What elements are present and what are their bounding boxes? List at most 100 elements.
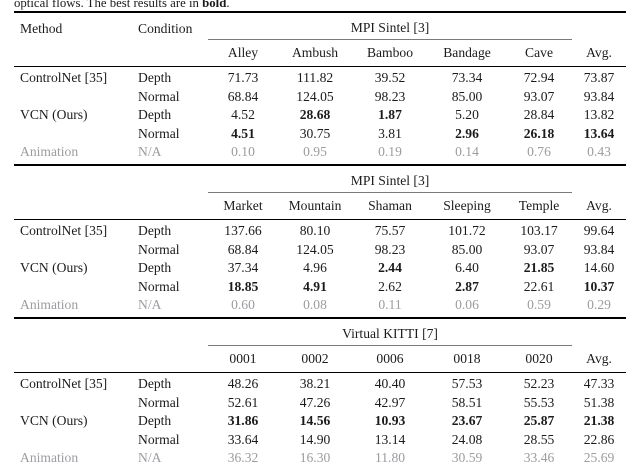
value-cell: 0.19 xyxy=(378,144,402,160)
value-cell: 22.86 xyxy=(583,431,615,447)
value-cell: 68.84 xyxy=(227,88,259,104)
value-cell: 4.51 xyxy=(231,125,255,141)
condition-cell: N/A xyxy=(138,297,162,313)
value-cell: 0.08 xyxy=(303,297,327,313)
method-column-header xyxy=(14,166,132,193)
table-header: Virtual KITTI [7] 0001 0002 0006 0018 0020 Avg… xyxy=(14,318,627,373)
value-cell: 13.64 xyxy=(583,125,615,141)
value-cell: 30.75 xyxy=(299,125,331,141)
value-cell: 80.10 xyxy=(299,222,331,238)
value-cell: 39.52 xyxy=(374,70,406,85)
method-cell xyxy=(14,394,132,413)
method-column-header xyxy=(14,319,132,346)
group-header-row: Method Condition MPI Sintel [3] xyxy=(14,12,626,40)
value-cell: 0.59 xyxy=(527,297,551,313)
value-cell: 98.23 xyxy=(374,241,406,257)
value-cell: 124.05 xyxy=(296,241,334,257)
value-cell: 0.43 xyxy=(587,144,611,160)
table-row: Normal 18.85 4.91 2.62 2.87 22.61 10.37 xyxy=(14,278,626,297)
column-header: Shaman xyxy=(368,197,412,213)
condition-cell: N/A xyxy=(138,450,162,463)
table-body: ControlNet [35] Depth 71.73 111.82 39.52 73.3… xyxy=(14,67,626,165)
method-cell: ControlNet [35] xyxy=(20,222,108,238)
dataset-group-header: MPI Sintel [3] xyxy=(208,12,573,40)
value-cell: 93.07 xyxy=(523,88,555,104)
value-cell: 25.87 xyxy=(523,413,555,429)
value-cell: 2.62 xyxy=(378,278,402,294)
value-cell: 0.95 xyxy=(303,144,327,160)
column-header: Avg. xyxy=(586,350,612,366)
condition-cell: Depth xyxy=(138,260,172,276)
condition-cell: Normal xyxy=(138,241,180,257)
column-header: Temple xyxy=(518,197,560,213)
value-cell: 31.86 xyxy=(227,413,259,429)
table-row: Animation N/A 0.60 0.08 0.11 0.06 0.59 0.29 xyxy=(14,296,626,318)
method-header-spacer xyxy=(14,40,132,67)
value-cell: 33.64 xyxy=(227,431,259,447)
condition-header-spacer xyxy=(132,345,208,372)
method-header-spacer xyxy=(14,345,132,372)
value-cell: 2.44 xyxy=(378,260,402,276)
value-cell: 24.08 xyxy=(451,431,483,447)
value-cell: 48.26 xyxy=(227,375,259,391)
condition-header-spacer xyxy=(132,192,208,219)
value-cell: 68.84 xyxy=(227,241,259,257)
condition-cell: Normal xyxy=(138,278,180,294)
table-row: VCN (Ours) Depth 4.52 28.68 1.87 5.20 28.84 13.… xyxy=(14,106,626,125)
value-cell: 75.57 xyxy=(374,222,406,238)
condition-cell: Normal xyxy=(138,394,180,410)
value-cell: 40.40 xyxy=(374,375,406,391)
condition-column-header xyxy=(132,319,208,346)
value-cell: 103.17 xyxy=(520,222,558,238)
table-row: ControlNet [35] Depth 48.26 38.21 40.40 57.53… xyxy=(14,372,626,393)
value-cell: 2.96 xyxy=(455,125,479,141)
value-cell: 85.00 xyxy=(451,241,483,257)
column-header: 0018 xyxy=(453,350,481,366)
group-header-row: Virtual KITTI [7] xyxy=(14,318,626,346)
value-cell: 47.26 xyxy=(299,394,331,410)
table-caption: optical flows. The best results are in b… xyxy=(14,0,626,11)
value-cell: 98.23 xyxy=(374,88,406,104)
caption-text: optical flows. The best results are in xyxy=(14,0,203,10)
value-cell: 36.32 xyxy=(227,450,259,463)
results-table-3: Virtual KITTI [7] 0001 0002 0006 0018 0020 Avg… xyxy=(14,318,627,463)
method-cell: Animation xyxy=(20,450,79,463)
value-cell: 33.46 xyxy=(523,450,555,463)
value-cell: 52.61 xyxy=(227,394,259,410)
value-cell: 10.93 xyxy=(374,413,406,429)
table-row: VCN (Ours) Depth 31.86 14.56 10.93 23.67 25.87… xyxy=(14,412,626,431)
dataset-group-header: MPI Sintel [3] xyxy=(208,165,573,193)
column-header-row: Market Mountain Shaman Sleeping Temple Avg. xyxy=(14,192,627,220)
table-row: Animation N/A 36.32 16.30 11.80 30.59 33.46 25.… xyxy=(14,449,626,463)
value-cell: 13.14 xyxy=(374,431,406,447)
table-row: VCN (Ours) Depth 37.34 4.96 2.44 6.40 21.85 14.… xyxy=(14,259,626,278)
dataset-group-header: Virtual KITTI [7] xyxy=(208,318,573,346)
value-cell: 93.84 xyxy=(583,241,615,257)
condition-header-spacer xyxy=(132,40,208,67)
value-cell: 21.85 xyxy=(523,260,555,276)
column-header: Sleeping xyxy=(443,197,491,213)
method-cell: VCN (Ours) xyxy=(20,107,88,123)
value-cell: 99.64 xyxy=(583,222,615,238)
value-cell: 0.76 xyxy=(527,144,551,160)
value-cell: 4.91 xyxy=(303,278,327,294)
value-cell: 11.80 xyxy=(374,450,406,463)
table-row: ControlNet [35] Depth 71.73 111.82 39.52 73.3… xyxy=(14,67,626,88)
column-header-row: Alley Ambush Bamboo Bandage Cave Avg. xyxy=(14,40,627,67)
value-cell: 57.53 xyxy=(451,375,483,391)
value-cell: 28.55 xyxy=(523,431,555,447)
value-cell: 2.87 xyxy=(455,278,479,294)
caption-bold-word: bold xyxy=(202,0,227,10)
value-cell: 21.38 xyxy=(583,413,615,429)
group-header-spacer xyxy=(572,319,626,346)
condition-column-header: Condition xyxy=(138,20,193,36)
condition-cell: Depth xyxy=(138,375,172,391)
value-cell: 0.60 xyxy=(231,297,255,313)
method-cell xyxy=(14,125,132,144)
table-body: ControlNet [35] Depth 137.66 80.10 75.57 101.… xyxy=(14,219,626,317)
group-header-spacer xyxy=(572,12,626,40)
value-cell: 0.06 xyxy=(455,297,479,313)
value-cell: 73.34 xyxy=(451,70,483,85)
column-header: 0001 xyxy=(229,350,257,366)
